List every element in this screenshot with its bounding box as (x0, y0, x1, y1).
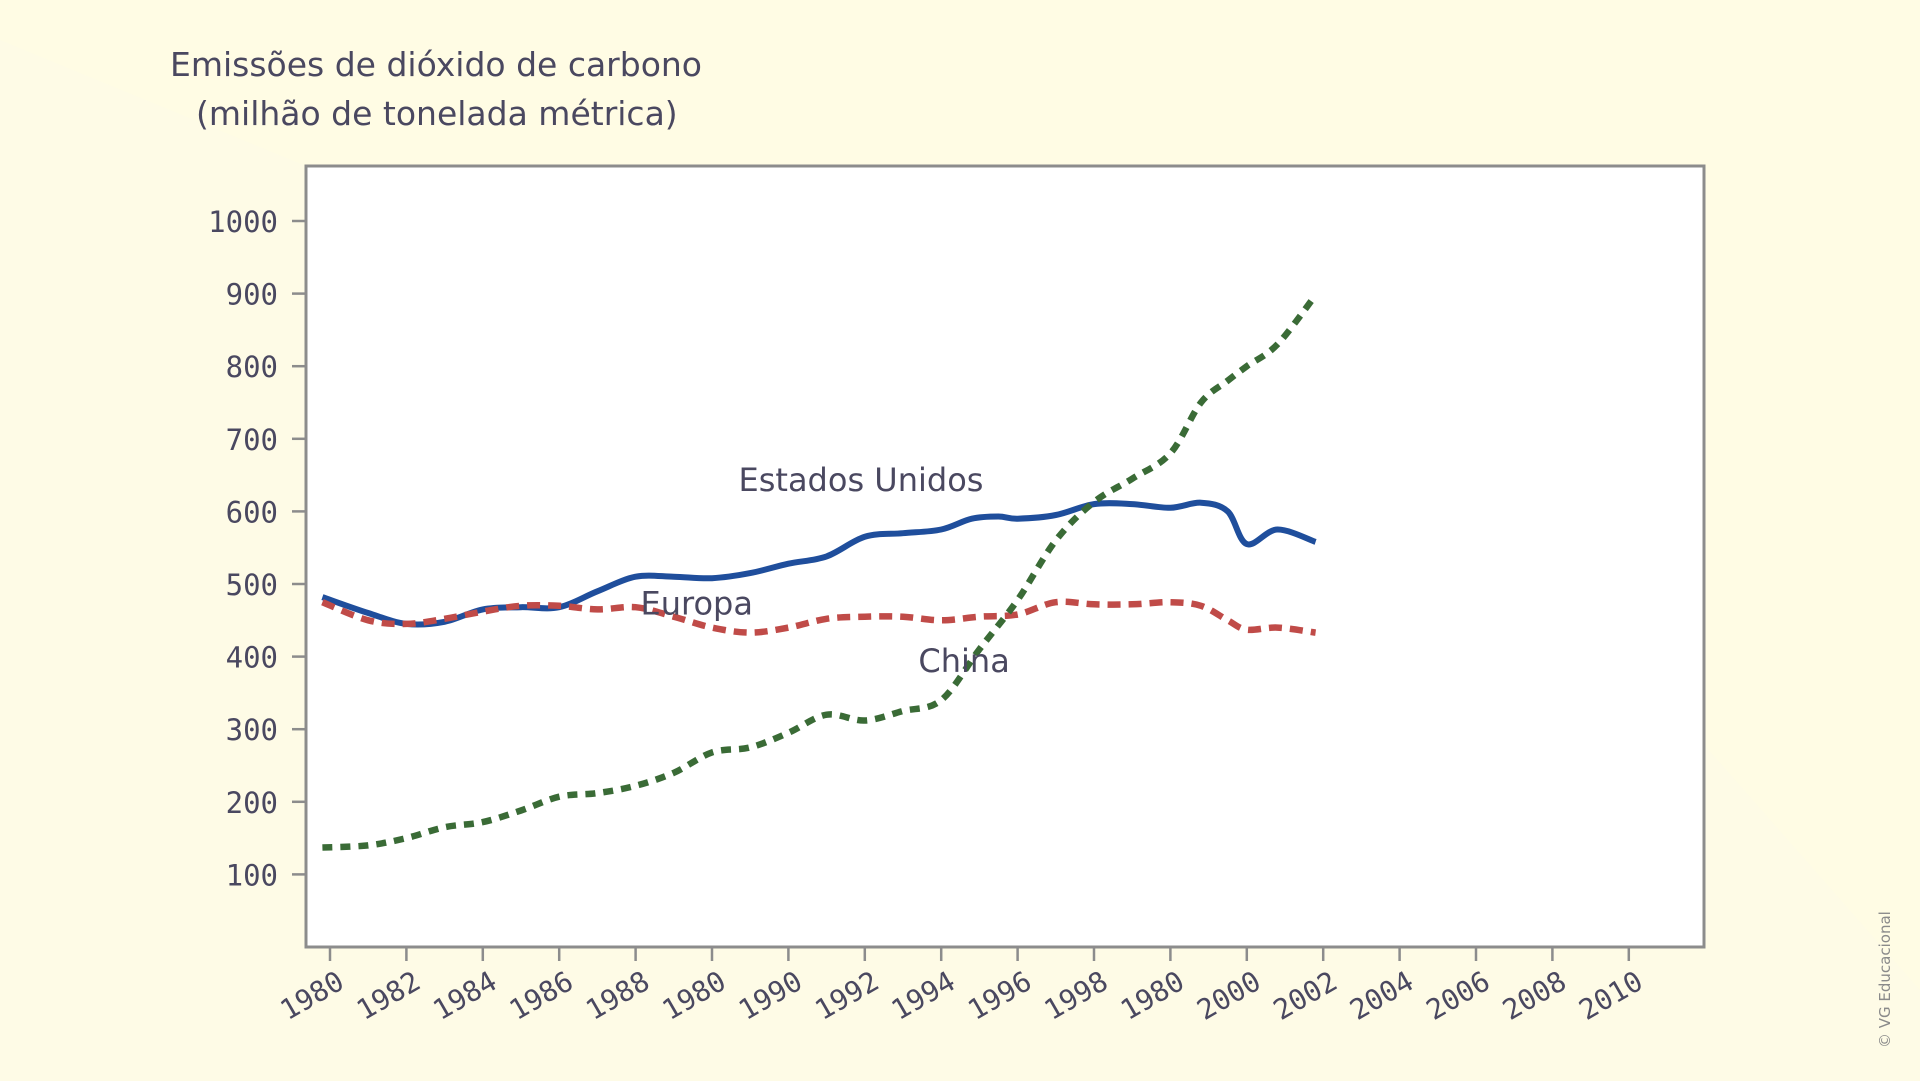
x-tick-label: 1984 (427, 964, 502, 1026)
x-tick-label: 1986 (504, 964, 579, 1026)
x-tick-label: 1980 (657, 964, 732, 1026)
y-tick-label: 700 (226, 423, 278, 457)
y-tick-label: 200 (226, 786, 278, 820)
y-tick-label: 900 (226, 278, 278, 312)
y-tick-label: 1000 (208, 205, 278, 239)
y-axis-title-line-2: (milhão de tonelada métrica) (196, 94, 678, 133)
y-tick-label: 100 (226, 858, 278, 892)
series-label: Estados Unidos (739, 461, 984, 499)
y-tick-label: 500 (226, 568, 278, 602)
y-tick-label: 300 (226, 713, 278, 747)
series-group (321, 293, 1319, 851)
credit-text: © VG Educacional (1876, 911, 1894, 1048)
series-line-europa (321, 598, 1317, 636)
series-label: China (918, 642, 1009, 680)
y-axis: 100 200 300 400 500 600 700 800 900 1000 (208, 205, 306, 892)
x-tick-label: 2004 (1344, 964, 1419, 1026)
y-tick-label: 400 (226, 641, 278, 675)
x-tick-label: 2010 (1573, 964, 1648, 1026)
x-tick-label: 2002 (1268, 964, 1343, 1026)
x-tick-label: 1990 (733, 964, 808, 1026)
x-tick-label: 1982 (351, 964, 426, 1026)
x-tick-label: 1998 (1039, 964, 1114, 1026)
series-line-china (322, 293, 1319, 851)
x-tick-label: 1988 (580, 964, 655, 1026)
x-tick-label: 1980 (1115, 964, 1190, 1026)
y-axis-title-line-1: Emissões de dióxido de carbono (170, 45, 702, 84)
x-tick-label: 2000 (1191, 964, 1266, 1026)
y-tick-label: 800 (226, 350, 278, 384)
plot-area (304, 164, 1706, 949)
x-axis: 1980 1982 1984 1986 1988 1980 1990 1992 1994 1996… (275, 947, 1648, 1027)
y-axis-title: Emissões de dióxido de carbono (milhão d… (170, 40, 702, 138)
series-label: Europa (640, 584, 752, 622)
x-tick-label: 1992 (809, 964, 884, 1026)
x-tick-label: 2006 (1421, 964, 1496, 1026)
x-tick-label: 1980 (275, 964, 350, 1026)
annotations: Estados Unidos Europa China (640, 461, 1009, 680)
x-tick-label: 2008 (1497, 964, 1572, 1026)
y-tick-label: 600 (226, 495, 278, 529)
x-tick-label: 1996 (962, 964, 1037, 1026)
x-tick-label: 1994 (886, 964, 961, 1026)
